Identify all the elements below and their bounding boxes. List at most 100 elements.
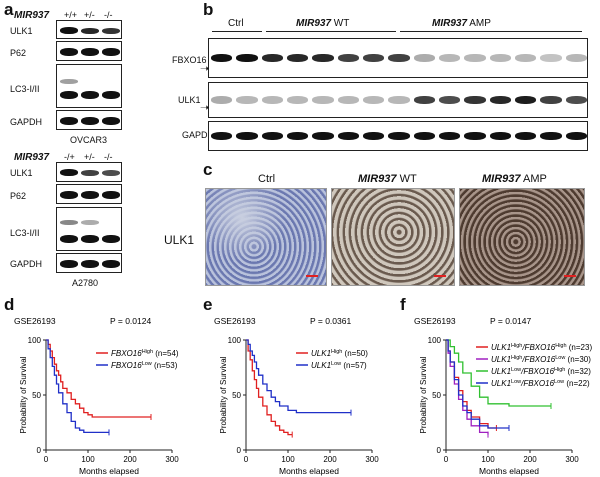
blot-band	[363, 96, 385, 104]
blot-band	[388, 54, 410, 62]
p-value-label: P = 0.0124	[110, 316, 151, 326]
group-label: MIR937 AMP	[432, 18, 491, 29]
blot-band	[388, 96, 410, 104]
blot-band	[236, 96, 258, 104]
western-blot	[56, 184, 122, 204]
km-plot-combined: GSE26193 P = 0.0147 0 100 200 300 0 50 100 Months…	[414, 316, 592, 476]
blot-band	[439, 54, 461, 62]
blot-row-label: P62	[10, 191, 27, 201]
blot-row-label: FBXO16	[172, 55, 207, 65]
blot-band	[464, 132, 486, 140]
y-tick-label: 50	[232, 391, 241, 400]
western-blot	[208, 38, 588, 78]
panel-a: MIR937 +/+ +/- -/- ULK1 P62 LC3-I/II GAP…	[0, 0, 200, 290]
ihc-image-wt	[331, 188, 455, 286]
legend-entry: ULK1High/FBXO16High (n=23)	[491, 343, 592, 352]
scale-bar	[564, 275, 576, 277]
genotype-label: -/-	[104, 10, 113, 20]
blot-band	[413, 132, 435, 140]
blot-band	[261, 96, 283, 104]
group-label: Ctrl	[228, 18, 244, 29]
legend-entry: ULK1Low/FBXO16Low (n=22)	[491, 379, 590, 388]
blot-band	[540, 96, 562, 104]
legend-entry: ULK1High/FBXO16Low (n=30)	[491, 355, 591, 364]
blot-band	[312, 132, 334, 140]
x-tick-label: 100	[281, 455, 295, 464]
y-axis-label: Probability of Survival	[19, 356, 28, 433]
group-label: MIR937 WT	[296, 18, 350, 29]
panel-label-e: e	[203, 295, 213, 314]
western-blot	[56, 253, 122, 273]
y-tick-label: 0	[237, 446, 242, 455]
blot-band	[287, 54, 309, 62]
blot-row-label: ULK1	[10, 168, 33, 178]
blot-band	[337, 132, 359, 140]
blot-band	[489, 132, 511, 140]
blot-band	[236, 54, 258, 62]
genotype-label: +/-	[84, 152, 95, 162]
western-blot	[56, 20, 122, 39]
y-tick-label: 100	[428, 336, 442, 345]
survival-curve	[46, 339, 109, 434]
blot-band	[565, 54, 587, 62]
western-blot	[56, 207, 122, 251]
row-label: ULK1	[164, 233, 195, 247]
blot-band	[540, 54, 562, 62]
survival-curve	[46, 339, 151, 418]
p-value-label: P = 0.0147	[490, 316, 531, 326]
survival-curve	[446, 339, 551, 407]
p-value-label: P = 0.0361	[310, 316, 351, 326]
legend-entry: ULK1High (n=50)	[311, 349, 368, 358]
blot-band	[540, 132, 562, 140]
x-tick-label: 200	[523, 455, 537, 464]
legend-entry: FBXO16Low (n=53)	[111, 361, 178, 370]
western-blot	[56, 64, 122, 108]
blot-band	[312, 96, 334, 104]
blot-band	[211, 54, 233, 62]
blot-band	[565, 132, 587, 140]
genotype-label: -/+	[64, 152, 75, 162]
legend-entry: FBXO16High (n=54)	[111, 349, 179, 358]
blot-band	[388, 132, 410, 140]
x-tick-label: 100	[81, 455, 95, 464]
y-axis-label: Probability of Survival	[419, 356, 428, 433]
genotype-label: -/-	[104, 152, 113, 162]
arrow-icon: ➝	[200, 63, 210, 75]
km-plot-ulk1: GSE26193 P = 0.0361 0 100 200 300 0 50 100 Months…	[214, 316, 379, 476]
x-axis-label: Months elapsed	[79, 466, 139, 476]
blot-band	[312, 54, 334, 62]
genotype-label: +/-	[84, 10, 95, 20]
blot-band	[413, 54, 435, 62]
blot-band	[413, 96, 435, 104]
blot-row-label: GAPDH	[182, 130, 215, 140]
western-blot	[56, 110, 122, 130]
dataset-label: GSE26193	[414, 316, 456, 326]
x-tick-label: 0	[244, 455, 249, 464]
y-axis-label: Probability of Survival	[219, 356, 228, 433]
x-tick-label: 300	[365, 455, 379, 464]
blot-band	[363, 132, 385, 140]
panel-label-b: b	[203, 0, 214, 19]
group-bar	[212, 31, 262, 32]
blot-band	[439, 132, 461, 140]
x-tick-label: 300	[165, 455, 179, 464]
x-tick-label: 0	[44, 455, 49, 464]
blot-band	[489, 54, 511, 62]
blot-band	[261, 54, 283, 62]
x-axis-label: Months elapsed	[279, 466, 339, 476]
western-blot	[56, 162, 122, 182]
blot-band	[515, 54, 537, 62]
blot-row-label: GAPDH	[10, 259, 43, 269]
blot-band	[464, 96, 486, 104]
x-tick-label: 0	[444, 455, 449, 464]
x-tick-label: 200	[123, 455, 137, 464]
scale-bar	[306, 275, 318, 277]
y-tick-label: 50	[32, 391, 41, 400]
x-tick-label: 200	[323, 455, 337, 464]
x-tick-label: 300	[565, 455, 579, 464]
ihc-image-amp	[459, 188, 585, 286]
blot-band	[261, 132, 283, 140]
blot-row-label: LC3-I/II	[10, 84, 40, 94]
blot-band	[464, 54, 486, 62]
column-label: MIR937 WT	[358, 173, 417, 185]
